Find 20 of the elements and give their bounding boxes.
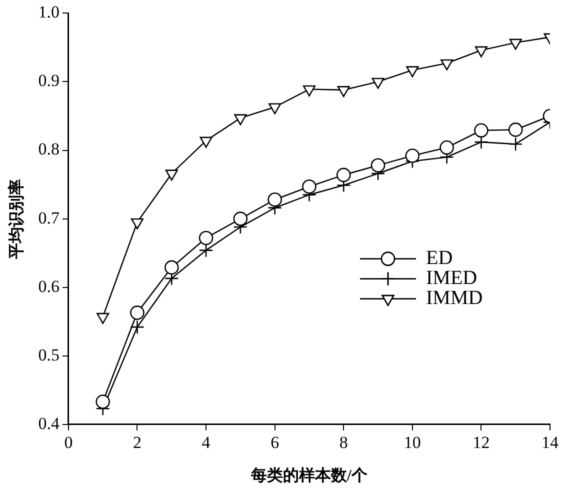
x-tick-label: 12: [472, 433, 490, 452]
legend-label: IMMD: [426, 287, 483, 310]
legend-label: ED: [426, 247, 453, 270]
x-axis-title: 每类的样本数/个: [250, 466, 368, 485]
y-tick-label: 0.7: [38, 208, 60, 228]
x-tick-label: 0: [64, 433, 73, 452]
y-tick-label: 0.4: [38, 414, 60, 433]
x-tick-label: 4: [202, 433, 211, 452]
legend-label: IMED: [426, 267, 478, 290]
y-tick-label: 0.8: [38, 140, 60, 159]
y-axis-title: 平均识别率: [6, 178, 26, 260]
x-tick-label: 14: [542, 433, 559, 452]
y-tick-label: 0.5: [38, 345, 60, 364]
y-tick-label: 0.9: [38, 71, 60, 90]
x-tick-label: 6: [270, 433, 280, 452]
x-tick-label: 2: [132, 433, 142, 452]
x-tick-label: 8: [339, 433, 348, 452]
x-tick-label: 10: [404, 433, 421, 452]
y-tick-label: 0.6: [38, 276, 60, 296]
y-tick-label: 1.0: [38, 2, 60, 22]
